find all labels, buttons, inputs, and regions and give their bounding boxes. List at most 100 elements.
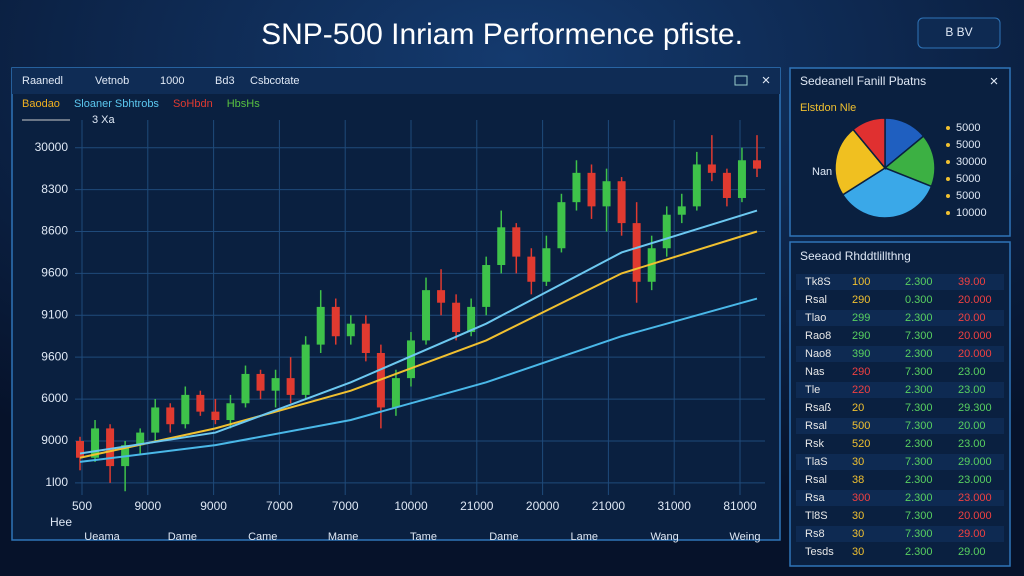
candle-body xyxy=(391,378,400,408)
x-tick-label: 7000 xyxy=(266,499,293,513)
x-tick-label: 21000 xyxy=(592,499,626,513)
moving-average xyxy=(79,209,758,455)
candle-body xyxy=(677,206,686,215)
table-cell: Nao8 xyxy=(805,348,831,360)
y-tick-label: 9600 xyxy=(41,266,68,280)
table-row-bg xyxy=(796,274,1004,290)
table-cell: Nas xyxy=(805,366,825,378)
pie-subtitle: Elstdon Nle xyxy=(800,102,856,114)
table-cell: 20.00 xyxy=(958,420,986,432)
candle-body xyxy=(422,290,431,341)
x-sub-label: Tame xyxy=(410,531,437,543)
candle-body xyxy=(753,160,761,169)
table-row-bg xyxy=(796,490,1004,506)
y-tick-label: 9600 xyxy=(41,349,68,363)
table-cell: Rsal xyxy=(805,420,827,432)
x-tick-label: 9000 xyxy=(200,499,227,513)
table-cell: 30 xyxy=(852,510,864,522)
table-cell: 2.300 xyxy=(905,546,933,558)
close-button[interactable]: × xyxy=(762,72,771,89)
candle-body xyxy=(572,172,581,203)
y-tick-label: 9100 xyxy=(41,307,68,321)
table-cell: 290 xyxy=(852,366,870,378)
x-tick-label: 20000 xyxy=(526,499,560,513)
table-cell: 220 xyxy=(852,384,870,396)
candle-body xyxy=(91,428,100,458)
table-row-bg xyxy=(796,382,1004,398)
legend-entry: Baodao xyxy=(22,98,60,110)
table-cell: 299 xyxy=(852,312,870,324)
candle-body xyxy=(241,373,250,404)
x-tick-label: 21000 xyxy=(460,499,494,513)
window-button[interactable] xyxy=(734,75,748,86)
table-cell: 20.000 xyxy=(958,510,992,522)
toolbar-item[interactable]: Csbcotate xyxy=(250,75,300,87)
chart-toolbar xyxy=(12,68,780,94)
icon-box[interactable] xyxy=(917,17,1001,49)
table-cell: 290 xyxy=(852,294,870,306)
chart-panel xyxy=(11,67,781,541)
table-row-bg xyxy=(796,418,1004,434)
candle-body xyxy=(181,394,190,425)
table-cell: 7.300 xyxy=(905,456,933,468)
table-cell: Tle xyxy=(805,384,820,396)
pie-label-dot xyxy=(946,177,950,181)
table-cell: 7.300 xyxy=(905,330,933,342)
candle-body xyxy=(542,248,551,282)
y-extra-label: Hee xyxy=(50,515,72,529)
toolbar-item[interactable]: Vetnob xyxy=(95,75,129,87)
pie-label: 5000 xyxy=(956,173,980,185)
toolbar-item[interactable]: Raanedl xyxy=(22,75,63,87)
candle-body xyxy=(256,373,265,391)
table-cell: 390 xyxy=(852,348,870,360)
table-cell: 7.300 xyxy=(905,366,933,378)
candle-body xyxy=(497,227,506,266)
pie-label: 30000 xyxy=(956,156,987,168)
table-cell: TlaS xyxy=(805,456,828,468)
table-cell: Rsaß xyxy=(805,402,832,414)
table-cell: 500 xyxy=(852,420,870,432)
table-title: Seeaod Rhddtlillthng xyxy=(800,249,911,263)
x-sub-label: Wang xyxy=(650,531,678,543)
table-cell: 23.00 xyxy=(958,438,986,450)
legend-entry: SoHbdn xyxy=(173,98,213,110)
candle-body xyxy=(316,306,325,345)
table-cell: 23.00 xyxy=(958,384,986,396)
table-cell: 2.300 xyxy=(905,348,933,360)
candle-body xyxy=(557,202,566,249)
candle-body xyxy=(467,306,476,333)
page-title: SNP-500 Inriam Performence pfiste. xyxy=(261,18,743,51)
pie-slice xyxy=(841,167,933,219)
y-tick-label: 30000 xyxy=(35,140,69,154)
close-button[interactable]: × xyxy=(990,73,999,90)
candle-body xyxy=(632,223,641,282)
x-tick-label: 81000 xyxy=(723,499,757,513)
table-cell: 2.300 xyxy=(905,492,933,504)
moving-average xyxy=(79,230,758,459)
table-cell: 29.00 xyxy=(958,528,986,540)
x-sub-label: Dame xyxy=(168,531,197,543)
table-cell: 29.00 xyxy=(958,546,986,558)
candle-body xyxy=(361,323,370,353)
candle-body xyxy=(301,344,310,395)
candle-body xyxy=(737,160,746,198)
pie-title: Sedeanell Fanill Pbatns xyxy=(800,74,926,88)
legend-entry: Sloaner Sbhtrobs xyxy=(74,98,159,110)
pie-slice xyxy=(834,128,887,196)
x-tick-label: 9000 xyxy=(134,499,161,513)
pie-label-dot xyxy=(946,160,950,164)
toolbar-item[interactable]: 1000 xyxy=(160,75,184,87)
toolbar-item[interactable]: Bd3 xyxy=(215,75,235,87)
pie-label-dot xyxy=(946,126,950,130)
candle-body xyxy=(512,227,521,257)
candle-body xyxy=(602,181,611,207)
y-tick-label: 1l00 xyxy=(45,475,68,489)
x-sub-label: Mame xyxy=(328,531,359,543)
table-cell: 2.300 xyxy=(905,438,933,450)
x-sub-label: Came xyxy=(248,531,277,543)
icon-text[interactable]: B BV xyxy=(945,25,972,39)
table-cell: 2.300 xyxy=(905,312,933,324)
candle-body xyxy=(722,172,731,198)
y-tick-label: 9000 xyxy=(41,433,68,447)
candle-body xyxy=(587,172,596,207)
